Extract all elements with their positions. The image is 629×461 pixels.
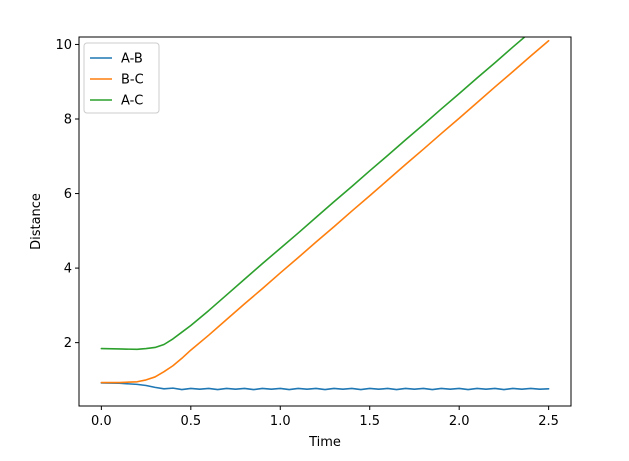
x-axis: 0.0 0.5 1.0 1.5 2.0 2.5: [91, 406, 559, 429]
legend-label: B-C: [121, 73, 144, 88]
y-tick-label: 10: [55, 38, 72, 53]
series-line-b-c: [100, 39, 550, 384]
legend: A-B B-C A-C: [83, 42, 160, 114]
legend-box: [83, 42, 160, 114]
legend-label: A-C: [121, 94, 143, 109]
series-line-a-c: [100, 37, 526, 351]
x-axis-label: Time: [308, 435, 341, 450]
series-line-a-b: [100, 382, 550, 391]
y-axis-label: Distance: [29, 193, 44, 250]
y-tick-label: 4: [64, 262, 72, 277]
x-tick-label: 2.5: [538, 414, 559, 429]
x-tick-label: 0.5: [180, 414, 201, 429]
x-tick-label: 2.0: [449, 414, 470, 429]
legend-label: A-B: [121, 52, 143, 67]
x-tick-label: 0.0: [91, 414, 112, 429]
y-tick-label: 8: [64, 113, 72, 128]
series-layer: [100, 37, 550, 391]
plot-frame: [78, 36, 572, 407]
y-tick-label: 2: [64, 336, 72, 351]
x-tick-label: 1.5: [359, 414, 380, 429]
y-axis: 2 4 6 8 10: [55, 38, 79, 351]
y-tick-label: 6: [64, 187, 72, 202]
x-tick-label: 1.0: [270, 414, 291, 429]
